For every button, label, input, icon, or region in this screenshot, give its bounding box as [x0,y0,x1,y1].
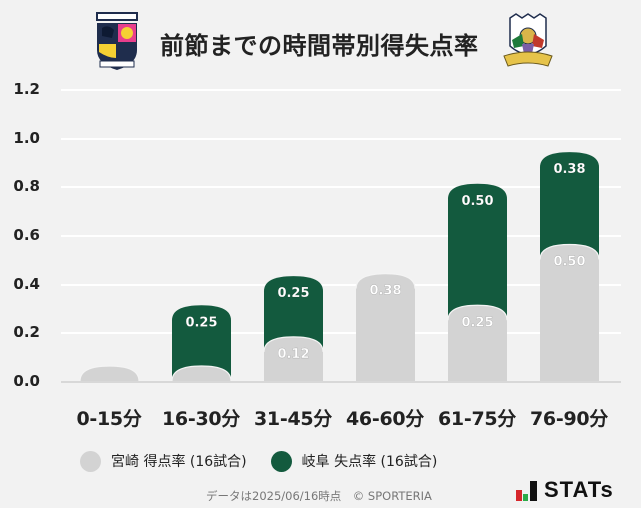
bar-gifu-conceded [172,305,231,381]
bar-miyazaki-scored [540,244,599,381]
label-gifu-value: 0.25 [185,315,217,330]
gridline-0.2 [61,332,621,334]
legend-swatch-gifu [270,450,292,472]
chart-title: 前節までの時間帯別得失点率 [160,32,479,60]
x-tick-76-90: 76-90分 [530,408,608,430]
fc-gifu-crest-logo [502,12,554,74]
bar-plot-area: 0.25 0.25 0.12 0.38 0.50 0.25 0.38 0.50 [79,152,600,382]
legend-swatch-miyazaki [80,450,101,472]
gridline-1.0 [61,138,621,140]
y-tick-1.0: 1.0 [13,129,40,147]
x-tick-46-60: 46-60分 [346,408,424,430]
legend-item-gifu[interactable]: 岐阜 失点率 (16試合) [270,450,438,472]
x-tick-0-15: 0-15分 [76,408,142,430]
label-miyazaki-value: 0.38 [369,284,401,299]
bar-miyazaki-scored [80,366,139,381]
stats-brand-logo: STATs [516,477,614,501]
bar-miyazaki-scored [264,336,323,381]
y-tick-0.0: 0.0 [13,372,40,390]
gridline-0.4 [61,284,621,286]
miyazaki-crest-logo [94,12,140,76]
label-gifu-value: 0.25 [277,286,309,301]
y-tick-0.2: 0.2 [13,323,40,341]
x-tick-61-75: 61-75分 [438,408,516,430]
legend-label-gifu: 岐阜 失点率 (16試合) [301,454,438,470]
gridline-0.8 [61,186,621,188]
x-axis-baseline [61,381,621,383]
stats-brand-text: STATs [544,477,614,502]
y-tick-0.4: 0.4 [13,275,40,293]
data-source-note: データは2025/06/16時点 © SPORTERIA [206,489,432,503]
y-tick-1.2: 1.2 [13,80,40,98]
x-tick-31-45: 31-45分 [254,408,332,430]
stats-bars-icon [516,481,537,501]
x-tick-16-30: 16-30分 [162,408,240,430]
label-miyazaki-value: 0.25 [461,315,493,330]
bar-miyazaki-scored [356,273,415,381]
y-tick-0.8: 0.8 [13,177,40,195]
bar-miyazaki-scored [448,305,507,381]
legend-label-miyazaki: 宮崎 得点率 (16試合) [111,454,247,470]
bar-miyazaki-scored [172,366,231,381]
y-tick-0.6: 0.6 [13,226,40,244]
chart-header: 前節までの時間帯別得失点率 [0,0,641,76]
gridline-1.2 [61,89,621,91]
label-miyazaki-value: 0.12 [277,347,309,362]
label-gifu-value: 0.50 [461,194,493,209]
label-gifu-value: 0.38 [553,162,585,177]
legend-item-miyazaki[interactable]: 宮崎 得点率 (16試合) [80,450,247,472]
chart-legend: 宮崎 得点率 (16試合) 岐阜 失点率 (16試合) [80,448,461,474]
gridline-0.6 [61,235,621,237]
label-miyazaki-value: 0.50 [553,255,585,270]
